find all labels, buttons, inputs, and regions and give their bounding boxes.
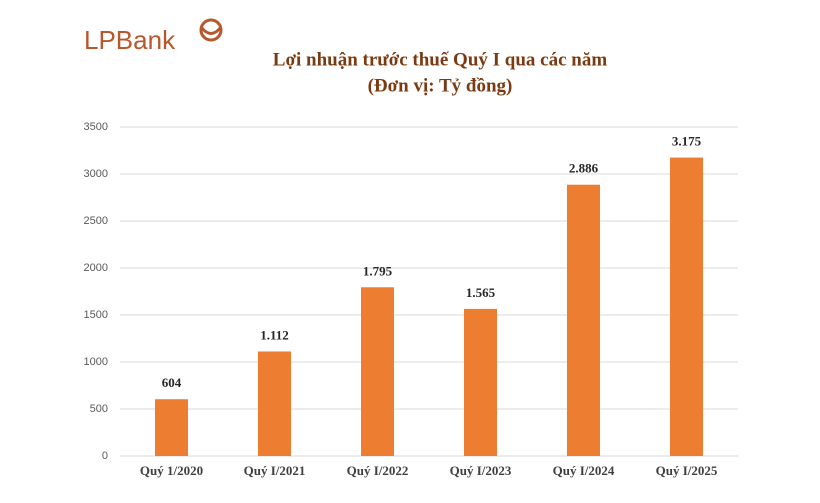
bar	[155, 399, 188, 456]
x-tick-label: Quý I/2021	[244, 463, 306, 478]
bar	[258, 351, 291, 456]
y-tick-label: 2000	[84, 262, 108, 274]
brand-logo: LPBank	[84, 25, 176, 55]
value-label: 3.175	[672, 134, 702, 149]
value-label: 2.886	[569, 161, 599, 176]
y-tick-label: 3500	[84, 121, 108, 133]
y-tick-label: 3000	[84, 168, 108, 180]
y-tick-label: 500	[90, 403, 108, 415]
y-tick-label: 1500	[84, 309, 108, 321]
x-tick-label: Quý 1/2020	[140, 463, 203, 478]
x-tick-label: Quý I/2023	[450, 463, 512, 478]
value-label: 604	[162, 375, 182, 390]
bar	[464, 308, 497, 456]
y-tick-label: 0	[102, 450, 108, 462]
chart-title: Lợi nhuận trước thuế Quý I qua các năm	[273, 49, 608, 70]
value-label: 1.112	[260, 327, 289, 342]
bar	[361, 287, 394, 456]
value-label: 1.565	[466, 285, 496, 300]
chart-subtitle: (Đơn vị: Tỷ đồng)	[368, 75, 513, 96]
x-tick-label: Quý I/2022	[347, 463, 409, 478]
y-tick-label: 2500	[84, 215, 108, 227]
x-tick-label: Quý I/2025	[656, 463, 718, 478]
bar	[567, 184, 600, 456]
bar	[670, 157, 703, 457]
value-label: 1.795	[363, 263, 393, 278]
brand-icon	[199, 18, 223, 42]
x-tick-label: Quý I/2024	[553, 463, 615, 478]
y-tick-label: 1000	[84, 356, 108, 368]
